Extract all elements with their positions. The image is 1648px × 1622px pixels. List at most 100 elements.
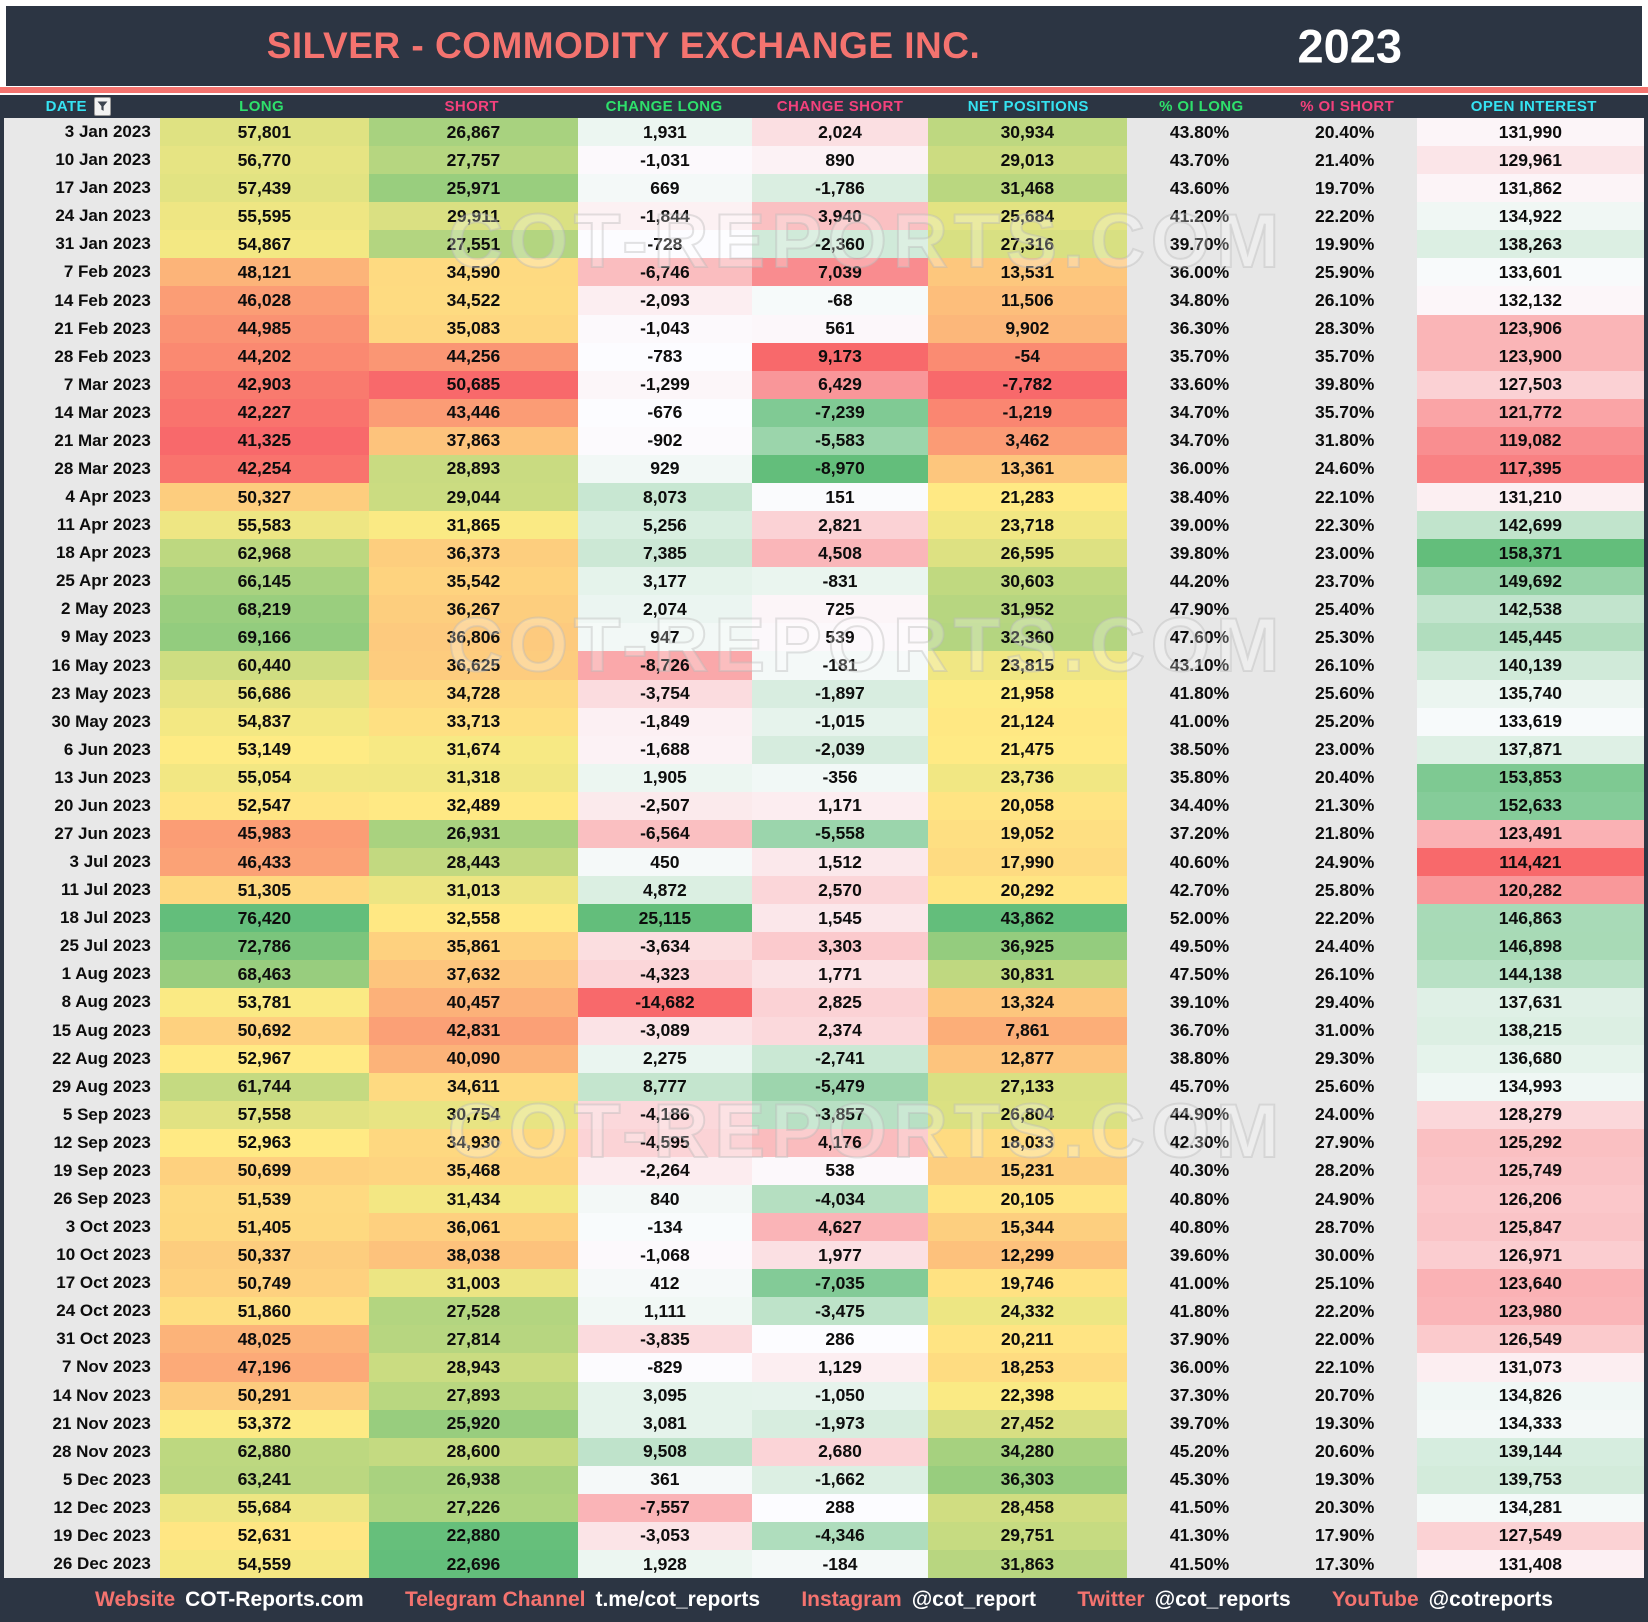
cell-change_short: 2,825 — [751, 988, 929, 1017]
cell-net_positions: 36,925 — [928, 932, 1127, 961]
cell-date: 9 May 2023 — [4, 623, 160, 652]
cell-short: 31,674 — [368, 735, 578, 764]
cell-date: 2 May 2023 — [4, 595, 160, 624]
cell-short: 31,003 — [368, 1269, 578, 1298]
cell-change_short: 2,570 — [751, 876, 929, 905]
cell-long: 55,595 — [159, 202, 369, 231]
cell-pct_oi_short: 22.20% — [1272, 202, 1417, 231]
table-row: 16 May 2023 60,440 36,625 -8,726 -181 23,815 4… — [4, 651, 1644, 680]
cell-net_positions: 27,133 — [928, 1072, 1127, 1101]
cell-change_long: 929 — [577, 454, 752, 484]
table-row: 3 Jan 2023 57,801 26,867 1,931 2,024 30,934 43… — [4, 118, 1644, 147]
cell-pct_oi_long: 34.70% — [1126, 426, 1273, 455]
cell-date: 23 May 2023 — [4, 679, 160, 708]
cell-net_positions: 20,292 — [928, 876, 1127, 905]
cell-pct_oi_short: 30.00% — [1272, 1241, 1417, 1270]
cell-date: 10 Jan 2023 — [4, 146, 160, 175]
cell-pct_oi_short: 20.60% — [1272, 1437, 1417, 1466]
cell-pct_oi_short: 22.00% — [1272, 1325, 1417, 1354]
cell-long: 50,699 — [159, 1156, 369, 1185]
cell-net_positions: -7,782 — [928, 370, 1127, 399]
cell-pct_oi_long: 36.00% — [1126, 454, 1273, 484]
footer-link[interactable]: COT-Reports.com — [185, 1588, 364, 1611]
cell-net_positions: 12,299 — [928, 1241, 1127, 1270]
table-row: 11 Jul 2023 51,305 31,013 4,872 2,570 20,292 4… — [4, 876, 1644, 905]
cell-date: 24 Oct 2023 — [4, 1297, 160, 1326]
cell-pct_oi_short: 21.80% — [1272, 819, 1417, 849]
cell-change_long: -1,043 — [577, 314, 752, 343]
footer-link[interactable]: @cotreports — [1428, 1588, 1553, 1611]
cell-long: 56,686 — [159, 679, 369, 708]
cell-open_interest: 146,863 — [1416, 904, 1644, 933]
footer-label: Instagram — [801, 1588, 902, 1611]
cell-short: 29,044 — [368, 483, 578, 512]
cell-long: 69,166 — [159, 623, 369, 652]
cell-pct_oi_long: 40.80% — [1126, 1184, 1273, 1214]
cell-date: 4 Apr 2023 — [4, 483, 160, 512]
table-row: 22 Aug 2023 52,967 40,090 2,275 -2,741 12,877… — [4, 1044, 1644, 1073]
cell-pct_oi_long: 41.30% — [1126, 1521, 1273, 1550]
footer-link[interactable]: t.me/cot_reports — [595, 1588, 761, 1611]
cell-long: 42,254 — [159, 454, 369, 484]
cell-change_short: -1,786 — [751, 174, 929, 203]
cell-date: 14 Mar 2023 — [4, 398, 160, 427]
funnel-icon[interactable] — [93, 97, 111, 116]
table-row: 28 Mar 2023 42,254 28,893 929 -8,970 13,361 36… — [4, 454, 1644, 484]
cell-pct_oi_short: 24.60% — [1272, 454, 1417, 484]
cell-change_short: 7,039 — [751, 258, 929, 287]
cell-pct_oi_long: 41.00% — [1126, 1269, 1273, 1298]
cell-pct_oi_short: 20.70% — [1272, 1381, 1417, 1410]
cell-date: 15 Aug 2023 — [4, 1016, 160, 1045]
cell-date: 5 Dec 2023 — [4, 1465, 160, 1494]
footer-label: Telegram Channel — [404, 1588, 586, 1611]
cell-pct_oi_long: 40.60% — [1126, 848, 1273, 877]
table-row: 19 Sep 2023 50,699 35,468 -2,264 538 15,231 40… — [4, 1156, 1644, 1185]
cell-change_long: -8,726 — [577, 651, 752, 680]
table-row: 11 Apr 2023 55,583 31,865 5,256 2,821 23,718 3… — [4, 511, 1644, 540]
cell-net_positions: 30,934 — [928, 118, 1127, 147]
cell-pct_oi_short: 29.40% — [1272, 988, 1417, 1017]
table-row: 25 Jul 2023 72,786 35,861 -3,634 3,303 36,925… — [4, 932, 1644, 961]
cell-change_short: -1,015 — [751, 707, 929, 736]
cell-pct_oi_long: 44.20% — [1126, 567, 1273, 596]
cell-change_short: -184 — [751, 1549, 929, 1579]
cell-pct_oi_short: 31.80% — [1272, 426, 1417, 455]
cell-net_positions: 29,013 — [928, 146, 1127, 175]
column-header-row: DATE LONG SHORT CHANGE LONG CHANGE SHORT NET … — [0, 95, 1648, 118]
cell-change_short: -1,973 — [751, 1409, 929, 1438]
cell-pct_oi_short: 28.70% — [1272, 1213, 1417, 1242]
table-row: 14 Mar 2023 42,227 43,446 -676 -7,239 -1,219 3… — [4, 398, 1644, 427]
cell-open_interest: 125,749 — [1416, 1156, 1644, 1185]
table-row: 3 Oct 2023 51,405 36,061 -134 4,627 15,344 40.… — [4, 1213, 1644, 1242]
cell-pct_oi_short: 20.40% — [1272, 763, 1417, 792]
cell-pct_oi_short: 25.10% — [1272, 1269, 1417, 1298]
cell-short: 26,867 — [368, 118, 578, 147]
cell-open_interest: 138,263 — [1416, 230, 1644, 259]
cell-pct_oi_short: 26.10% — [1272, 651, 1417, 680]
cell-change_long: -783 — [577, 342, 752, 371]
cell-short: 44,256 — [368, 342, 578, 371]
footer-link[interactable]: @cot_report — [911, 1588, 1037, 1611]
header-pct_oi_long: % OI LONG — [1128, 95, 1275, 118]
cell-short: 27,757 — [368, 146, 578, 175]
header-label-date: DATE — [45, 98, 87, 115]
cell-date: 10 Oct 2023 — [4, 1241, 160, 1270]
cell-pct_oi_long: 41.80% — [1126, 1297, 1273, 1326]
cell-net_positions: 22,398 — [928, 1381, 1127, 1410]
table-row: 31 Oct 2023 48,025 27,814 -3,835 286 20,211 37… — [4, 1325, 1644, 1354]
cell-pct_oi_long: 39.70% — [1126, 230, 1273, 259]
cell-change_short: 288 — [751, 1493, 929, 1522]
cell-pct_oi_long: 47.60% — [1126, 623, 1273, 652]
cell-change_long: 2,275 — [577, 1044, 752, 1073]
footer-link[interactable]: @cot_reports — [1154, 1588, 1291, 1611]
cell-pct_oi_long: 47.50% — [1126, 960, 1273, 989]
cell-pct_oi_short: 35.70% — [1272, 398, 1417, 427]
cell-date: 6 Jun 2023 — [4, 735, 160, 764]
cell-net_positions: 25,684 — [928, 202, 1127, 231]
cell-short: 40,457 — [368, 988, 578, 1017]
cell-long: 55,583 — [159, 511, 369, 540]
cell-change_short: -68 — [751, 286, 929, 315]
cell-change_short: 2,680 — [751, 1437, 929, 1466]
cell-pct_oi_short: 26.10% — [1272, 286, 1417, 315]
table-row: 28 Feb 2023 44,202 44,256 -783 9,173 -54 35.70… — [4, 342, 1644, 371]
